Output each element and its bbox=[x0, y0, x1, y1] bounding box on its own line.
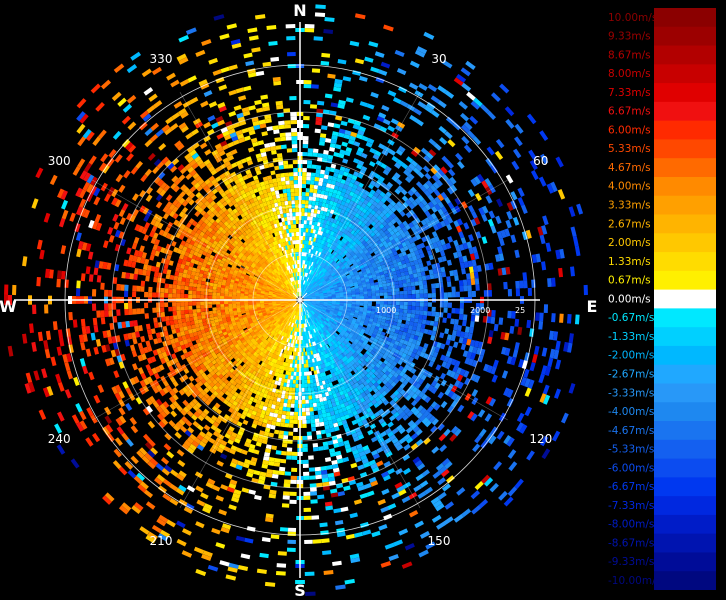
south-label: S bbox=[294, 581, 306, 600]
legend-swatch bbox=[654, 571, 716, 590]
radar-ppi-display[interactable]: 30 60 120 150 210 240 300 330 N S E W 1000 2000… bbox=[0, 0, 600, 600]
azimuth-label-300: 300 bbox=[48, 154, 71, 168]
range-label-25: 25 bbox=[515, 306, 525, 315]
legend-swatch bbox=[654, 26, 716, 47]
azimuth-label-150: 150 bbox=[428, 534, 451, 548]
legend-swatch bbox=[654, 233, 716, 253]
legend-label: 7.33m/s bbox=[608, 87, 651, 99]
legend-label: 2.00m/s bbox=[608, 237, 651, 249]
velocity-color-legend: 10.00m/s 9.33m/s 8.67m/s 8.00m/s 7.33m/s 6.67… bbox=[608, 8, 716, 590]
legend-label: 10.00m/s bbox=[608, 12, 657, 24]
radar-center-marker bbox=[290, 290, 310, 310]
legend-label: 3.33m/s bbox=[608, 200, 651, 212]
legend-swatch bbox=[654, 8, 716, 28]
legend-label: 0.67m/s bbox=[608, 275, 651, 287]
legend-label: -2.67m/s bbox=[608, 368, 654, 380]
azimuth-spoke bbox=[179, 92, 301, 301]
legend-label: 0.00m/s bbox=[608, 293, 651, 305]
legend-swatch bbox=[654, 83, 716, 103]
legend-swatch bbox=[654, 421, 716, 441]
legend-label: -4.00m/s bbox=[608, 406, 654, 418]
legend-label: -2.00m/s bbox=[608, 350, 654, 362]
legend-label: -1.33m/s bbox=[608, 331, 654, 343]
legend-swatch bbox=[654, 533, 716, 553]
legend-label: -7.33m/s bbox=[608, 500, 654, 512]
legend-swatch bbox=[654, 139, 716, 159]
legend-swatch bbox=[654, 439, 716, 460]
legend-swatch bbox=[654, 195, 716, 216]
azimuth-label-30: 30 bbox=[431, 52, 446, 66]
legend-swatch bbox=[654, 158, 716, 178]
legend-label: -3.33m/s bbox=[608, 387, 654, 399]
legend-label: 6.67m/s bbox=[608, 106, 651, 118]
legend-swatch bbox=[654, 496, 716, 516]
legend-label: 2.67m/s bbox=[608, 218, 651, 230]
legend-label: -10.00m/s bbox=[608, 575, 661, 587]
legend-swatch bbox=[654, 120, 716, 140]
legend-swatch bbox=[654, 402, 716, 422]
range-label-2000: 2000 bbox=[470, 306, 490, 315]
legend-label: -0.67m/s bbox=[608, 312, 654, 324]
azimuth-label-60: 60 bbox=[533, 154, 548, 168]
legend-label: 8.00m/s bbox=[608, 68, 651, 80]
legend-swatch bbox=[654, 345, 716, 366]
velocity-field bbox=[4, 4, 588, 596]
legend-label: -9.33m/s bbox=[608, 556, 654, 568]
azimuth-spoke bbox=[299, 299, 508, 421]
legend-label: -5.33m/s bbox=[608, 444, 654, 456]
azimuth-spoke bbox=[299, 92, 421, 301]
east-label: E bbox=[587, 297, 598, 316]
legend-label: 9.33m/s bbox=[608, 31, 651, 43]
legend-label: 8.67m/s bbox=[608, 49, 651, 61]
azimuth-label-240: 240 bbox=[48, 432, 71, 446]
legend-label: -8.67m/s bbox=[608, 537, 654, 549]
azimuth-label-330: 330 bbox=[150, 52, 173, 66]
legend-label: 5.33m/s bbox=[608, 143, 651, 155]
legend-swatch bbox=[654, 364, 716, 384]
azimuth-label-120: 120 bbox=[529, 432, 552, 446]
legend-swatch bbox=[654, 214, 716, 234]
azimuth-spoke bbox=[92, 179, 301, 301]
azimuth-spoke bbox=[179, 299, 301, 508]
legend-label: -4.67m/s bbox=[608, 425, 654, 437]
legend-swatch bbox=[654, 477, 716, 497]
legend-label: -6.67m/s bbox=[608, 481, 654, 493]
range-label-1000: 1000 bbox=[376, 306, 396, 315]
legend-swatch bbox=[654, 64, 716, 84]
azimuth-label-210: 210 bbox=[150, 534, 173, 548]
azimuth-spoke bbox=[299, 179, 508, 301]
legend-swatch bbox=[654, 101, 716, 122]
legend-label: 4.67m/s bbox=[608, 162, 651, 174]
legend-swatch bbox=[654, 252, 716, 272]
legend-label: 4.00m/s bbox=[608, 181, 651, 193]
legend-swatch bbox=[654, 270, 716, 291]
legend-swatch bbox=[654, 308, 716, 328]
legend-swatch bbox=[654, 289, 716, 309]
azimuth-labels: 30 60 120 150 210 240 300 330 bbox=[48, 52, 553, 548]
azimuth-spoke bbox=[92, 299, 301, 421]
legend-label: -6.00m/s bbox=[608, 462, 654, 474]
west-label: W bbox=[0, 297, 17, 316]
north-label: N bbox=[293, 1, 306, 20]
legend-swatch bbox=[654, 327, 716, 347]
legend-swatch bbox=[654, 383, 716, 403]
legend-label: -8.00m/s bbox=[608, 519, 654, 531]
legend-swatch bbox=[654, 514, 716, 535]
legend-swatch bbox=[654, 45, 716, 65]
legend-swatch bbox=[654, 458, 716, 478]
legend-swatch bbox=[654, 176, 716, 197]
azimuth-spoke bbox=[299, 299, 421, 508]
legend-label: 6.00m/s bbox=[608, 124, 651, 136]
legend-label: 1.33m/s bbox=[608, 256, 651, 268]
legend-swatch bbox=[654, 552, 716, 572]
